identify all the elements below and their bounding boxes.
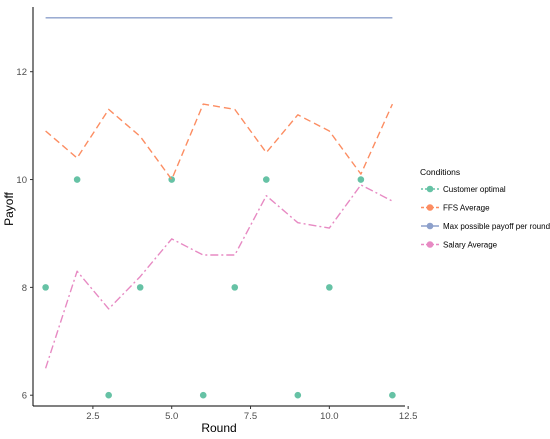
x-axis-title: Round xyxy=(201,421,236,435)
legend-key-customer-optimal xyxy=(421,185,439,193)
y-ticks: 6 8 10 12 xyxy=(16,67,33,402)
y-tick-label: 12 xyxy=(16,67,27,78)
legend-key-dot xyxy=(426,204,434,211)
y-tick-label: 6 xyxy=(22,391,27,402)
legend: Conditions Customer optimal FFS Average Ma… xyxy=(420,167,550,250)
point-customer-optimal xyxy=(294,391,302,399)
legend-key-ffs-average xyxy=(421,204,439,211)
x-tick-label: 2.5 xyxy=(86,411,99,422)
x-tick-label: 10.0 xyxy=(320,411,339,422)
legend-label-salary-average: Salary Average xyxy=(443,241,498,250)
point-customer-optimal xyxy=(199,391,207,399)
axes xyxy=(32,7,405,407)
plot-area xyxy=(42,17,396,399)
x-ticks: 2.5 5.0 7.5 10.0 12.5 xyxy=(86,406,417,422)
point-customer-optimal xyxy=(105,391,112,399)
point-customer-optimal xyxy=(326,284,333,291)
legend-key-dot xyxy=(426,222,434,230)
point-customer-optimal xyxy=(262,176,270,183)
point-customer-optimal xyxy=(42,284,49,291)
y-tick-label: 10 xyxy=(16,175,27,186)
legend-label-ffs-average: FFS Average xyxy=(443,204,490,213)
line-salary-average xyxy=(44,184,393,369)
legend-label-customer-optimal: Customer optimal xyxy=(443,185,506,194)
legend-title: Conditions xyxy=(420,167,460,177)
legend-key-max-possible-payoff-per-round xyxy=(421,222,439,230)
point-customer-optimal xyxy=(73,176,81,183)
point-customer-optimal xyxy=(389,391,396,399)
legend-key-salary-average xyxy=(421,241,439,248)
point-customer-optimal xyxy=(357,176,365,183)
x-tick-label: 12.5 xyxy=(399,411,418,422)
x-tick-label: 5.0 xyxy=(165,411,178,422)
legend-label-max-possible-payoff-per-round: Max possible payoff per round xyxy=(443,222,550,231)
point-customer-optimal xyxy=(136,284,144,291)
y-tick-label: 8 xyxy=(22,283,27,294)
point-customer-optimal xyxy=(231,284,239,291)
legend-key-dot xyxy=(426,241,434,248)
legend-key-dot xyxy=(426,185,434,193)
y-axis-title: Payoff xyxy=(2,191,16,225)
x-tick-label: 7.5 xyxy=(244,411,257,422)
line-ffs-average xyxy=(45,103,394,181)
